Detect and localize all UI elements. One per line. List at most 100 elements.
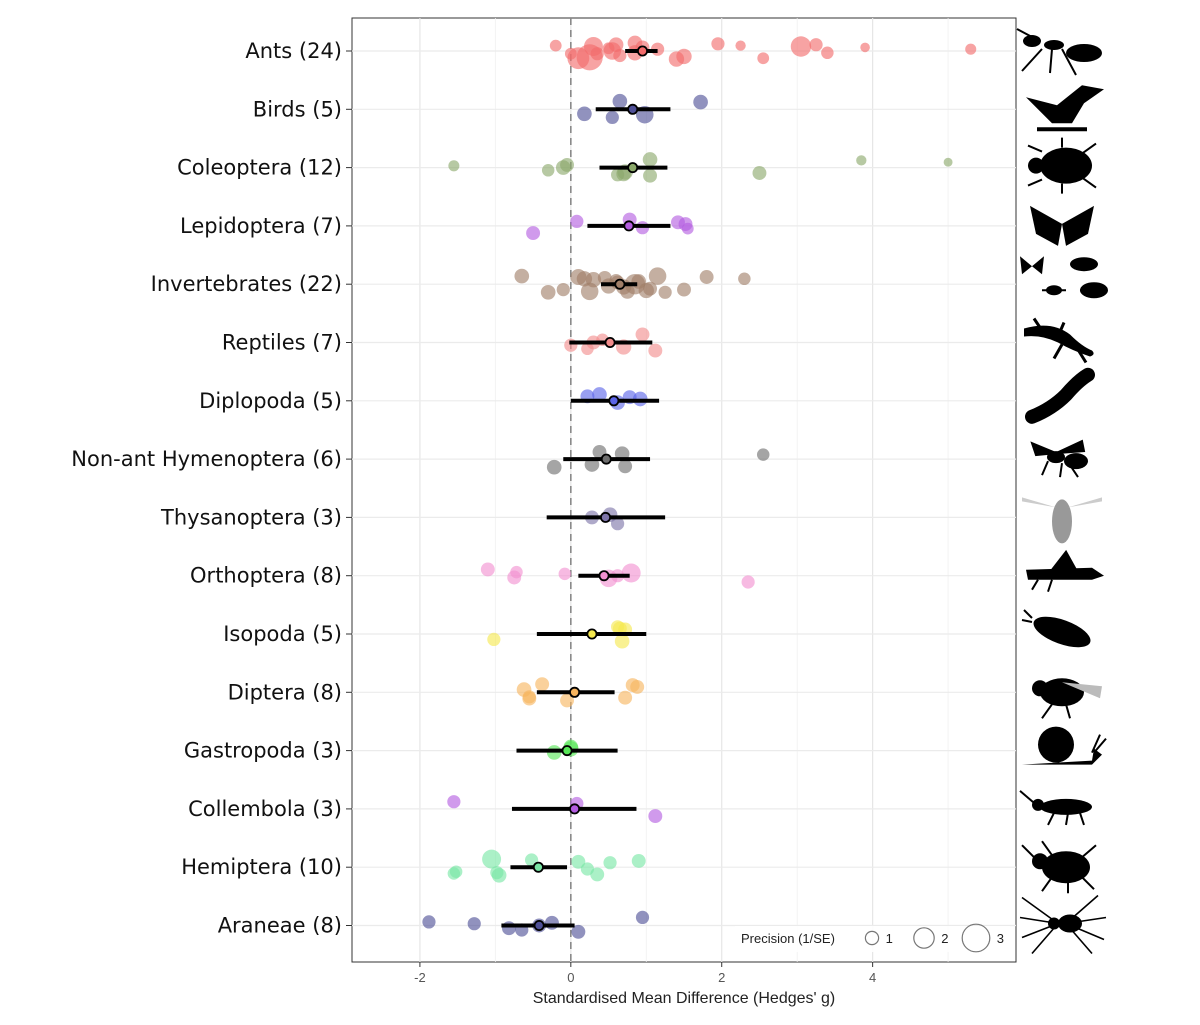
effect-size-point xyxy=(631,853,646,868)
effect-size-point xyxy=(613,48,627,63)
effect-size-point xyxy=(752,166,767,180)
effect-size-point xyxy=(643,281,658,296)
effect-size-point xyxy=(560,157,575,172)
effect-size-point xyxy=(611,517,625,531)
taxon-silhouettes xyxy=(1016,28,1108,955)
effect-size-point xyxy=(467,917,481,931)
effect-size-point xyxy=(943,157,953,167)
mean-estimate-point xyxy=(532,861,544,873)
effect-size-point xyxy=(738,272,751,286)
legend-size-circle xyxy=(913,927,935,949)
legend-title: Precision (1/SE) xyxy=(741,931,835,946)
mean-estimate-point xyxy=(637,45,649,57)
effect-size-point xyxy=(490,866,504,880)
mean-estimate-point xyxy=(569,686,581,698)
effect-size-point xyxy=(580,862,595,876)
mean-estimate-point xyxy=(533,920,545,932)
x-axis-ticks: -2 0 2 4 xyxy=(414,962,876,985)
effect-size-point xyxy=(618,459,633,474)
thrips-icon xyxy=(1022,497,1102,544)
effect-size-point xyxy=(965,43,977,55)
effect-size-point xyxy=(693,94,708,110)
effect-size-point xyxy=(585,272,602,288)
mean-estimate-point xyxy=(569,803,581,815)
effect-size-point xyxy=(809,38,823,52)
group-label: Diplopoda (5) xyxy=(199,389,342,413)
effect-size-point xyxy=(447,795,461,809)
legend-label: 2 xyxy=(941,931,948,946)
effect-size-point xyxy=(590,867,605,882)
effect-size-point xyxy=(571,924,586,939)
x-tick-label: -2 xyxy=(414,970,426,985)
effect-size-point xyxy=(614,633,630,649)
bug-icon xyxy=(1021,840,1097,894)
effect-size-point xyxy=(482,849,502,869)
butterfly-icon xyxy=(1030,205,1094,246)
mean-estimate-point xyxy=(561,745,573,757)
effect-size-point xyxy=(556,283,570,297)
effect-size-point xyxy=(544,915,559,930)
x-tick-label: 0 xyxy=(567,970,574,985)
group-label: Non-ant Hymenoptera (6) xyxy=(71,447,342,471)
effect-size-point xyxy=(448,160,460,172)
effect-size-point xyxy=(648,809,663,824)
mean-estimate-point xyxy=(600,453,612,465)
millipede-icon xyxy=(1025,367,1095,424)
effect-size-point xyxy=(581,342,594,356)
effect-size-point xyxy=(790,36,812,57)
effect-size-point xyxy=(602,42,615,55)
effect-size-point xyxy=(699,270,714,284)
snail-icon xyxy=(1022,726,1107,765)
effect-size-point xyxy=(605,110,619,124)
effect-size-point xyxy=(642,152,658,167)
effect-size-point xyxy=(487,632,501,647)
effect-size-point xyxy=(681,222,694,235)
effect-size-point xyxy=(592,387,607,402)
ant-icon xyxy=(1016,28,1102,76)
effect-size-point xyxy=(741,575,755,589)
group-label: Lepidoptera (7) xyxy=(180,214,342,238)
effect-size-point xyxy=(643,168,658,183)
effect-size-point xyxy=(630,679,645,694)
group-labels: Ants (24) Birds (5) Coleoptera (12) Lepidop… xyxy=(71,39,352,938)
mean-estimate-point xyxy=(627,162,639,174)
effect-size-point xyxy=(756,448,770,461)
precision-legend: Precision (1/SE) 1 2 3 xyxy=(735,923,1010,953)
effect-size-point xyxy=(677,282,691,297)
effect-size-point xyxy=(821,46,834,60)
effect-size-point xyxy=(535,677,550,692)
effect-size-point xyxy=(735,40,746,51)
mean-estimate-point xyxy=(604,336,616,348)
effect-size-point xyxy=(501,921,516,936)
group-label: Birds (5) xyxy=(253,97,342,121)
effect-size-point xyxy=(577,106,592,122)
effect-size-point xyxy=(860,42,870,53)
beetle-icon xyxy=(1027,137,1097,194)
group-label: Araneae (8) xyxy=(218,914,342,938)
legend-size-circle xyxy=(864,930,880,946)
effect-size-point xyxy=(635,327,650,342)
effect-size-point xyxy=(564,47,577,60)
effect-size-point xyxy=(603,856,617,870)
effect-size-point xyxy=(757,52,770,65)
fly-icon xyxy=(1032,678,1102,719)
effect-size-point xyxy=(570,214,584,228)
isopod-icon xyxy=(1021,609,1091,648)
legend-size-circle xyxy=(961,923,991,953)
effect-size-point xyxy=(576,44,603,71)
effect-size-point xyxy=(648,267,667,285)
effect-size-point xyxy=(635,910,650,925)
effect-size-point xyxy=(621,563,641,583)
invertebrates-icon xyxy=(1020,256,1108,299)
mean-estimate-point xyxy=(608,395,620,407)
effect-size-point xyxy=(510,565,523,579)
effect-size-point xyxy=(546,459,562,475)
effect-size-point xyxy=(549,39,562,52)
group-label: Collembola (3) xyxy=(188,797,342,821)
effect-size-point xyxy=(449,865,463,878)
effect-size-point xyxy=(676,48,692,65)
lizard-icon xyxy=(1024,317,1094,364)
effect-size-point xyxy=(611,168,625,182)
confidence-intervals xyxy=(501,45,671,932)
